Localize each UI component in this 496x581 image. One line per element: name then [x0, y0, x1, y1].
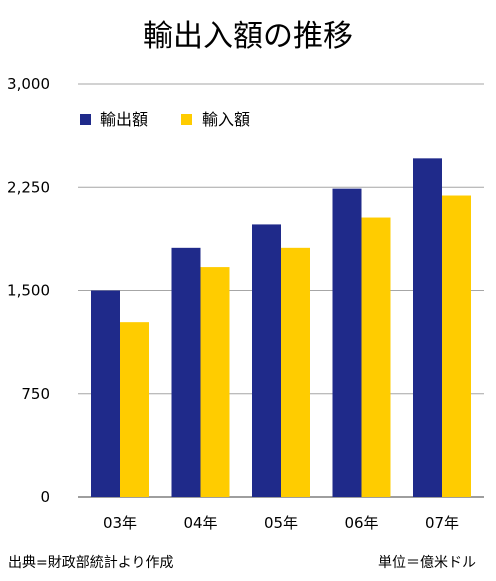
- x-tick-label: 05年: [264, 514, 298, 532]
- y-tick-label: 2,250: [7, 178, 50, 196]
- chart-title: 輸出入額の推移: [143, 19, 353, 54]
- bar-export: [171, 247, 201, 497]
- bar-import: [442, 195, 471, 497]
- bar-export: [413, 158, 442, 497]
- legend-swatch: [181, 114, 192, 125]
- bar-import: [200, 267, 230, 497]
- legend-label: 輸入額: [202, 110, 250, 129]
- y-axis-ticks: 0 750 1,500 2,250 3,000: [7, 75, 50, 506]
- bars: [91, 158, 471, 498]
- bar-import: [281, 247, 310, 497]
- y-tick-label: 3,000: [7, 75, 50, 93]
- x-tick-label: 07年: [425, 514, 459, 532]
- x-tick-label: 06年: [344, 514, 378, 532]
- y-tick-label: 1,500: [7, 282, 50, 300]
- legend-swatch: [80, 114, 91, 125]
- unit-note: 単位＝億米ドル: [378, 555, 476, 571]
- bar-import: [361, 217, 391, 497]
- source-note: 出典=財政部統計より作成: [8, 555, 173, 571]
- legend-label: 輸出額: [100, 110, 148, 129]
- bar-export: [91, 290, 120, 497]
- y-tick-label: 0: [40, 488, 50, 506]
- x-axis-ticks: 03年 04年 05年 06年 07年: [103, 514, 459, 532]
- bar-import: [120, 322, 149, 497]
- x-tick-label: 04年: [183, 514, 217, 532]
- bar-export: [332, 188, 362, 498]
- legend: 輸出額 輸入額: [80, 110, 250, 129]
- y-tick-label: 750: [21, 385, 50, 403]
- bar-export: [252, 224, 281, 498]
- x-tick-label: 03年: [103, 514, 137, 532]
